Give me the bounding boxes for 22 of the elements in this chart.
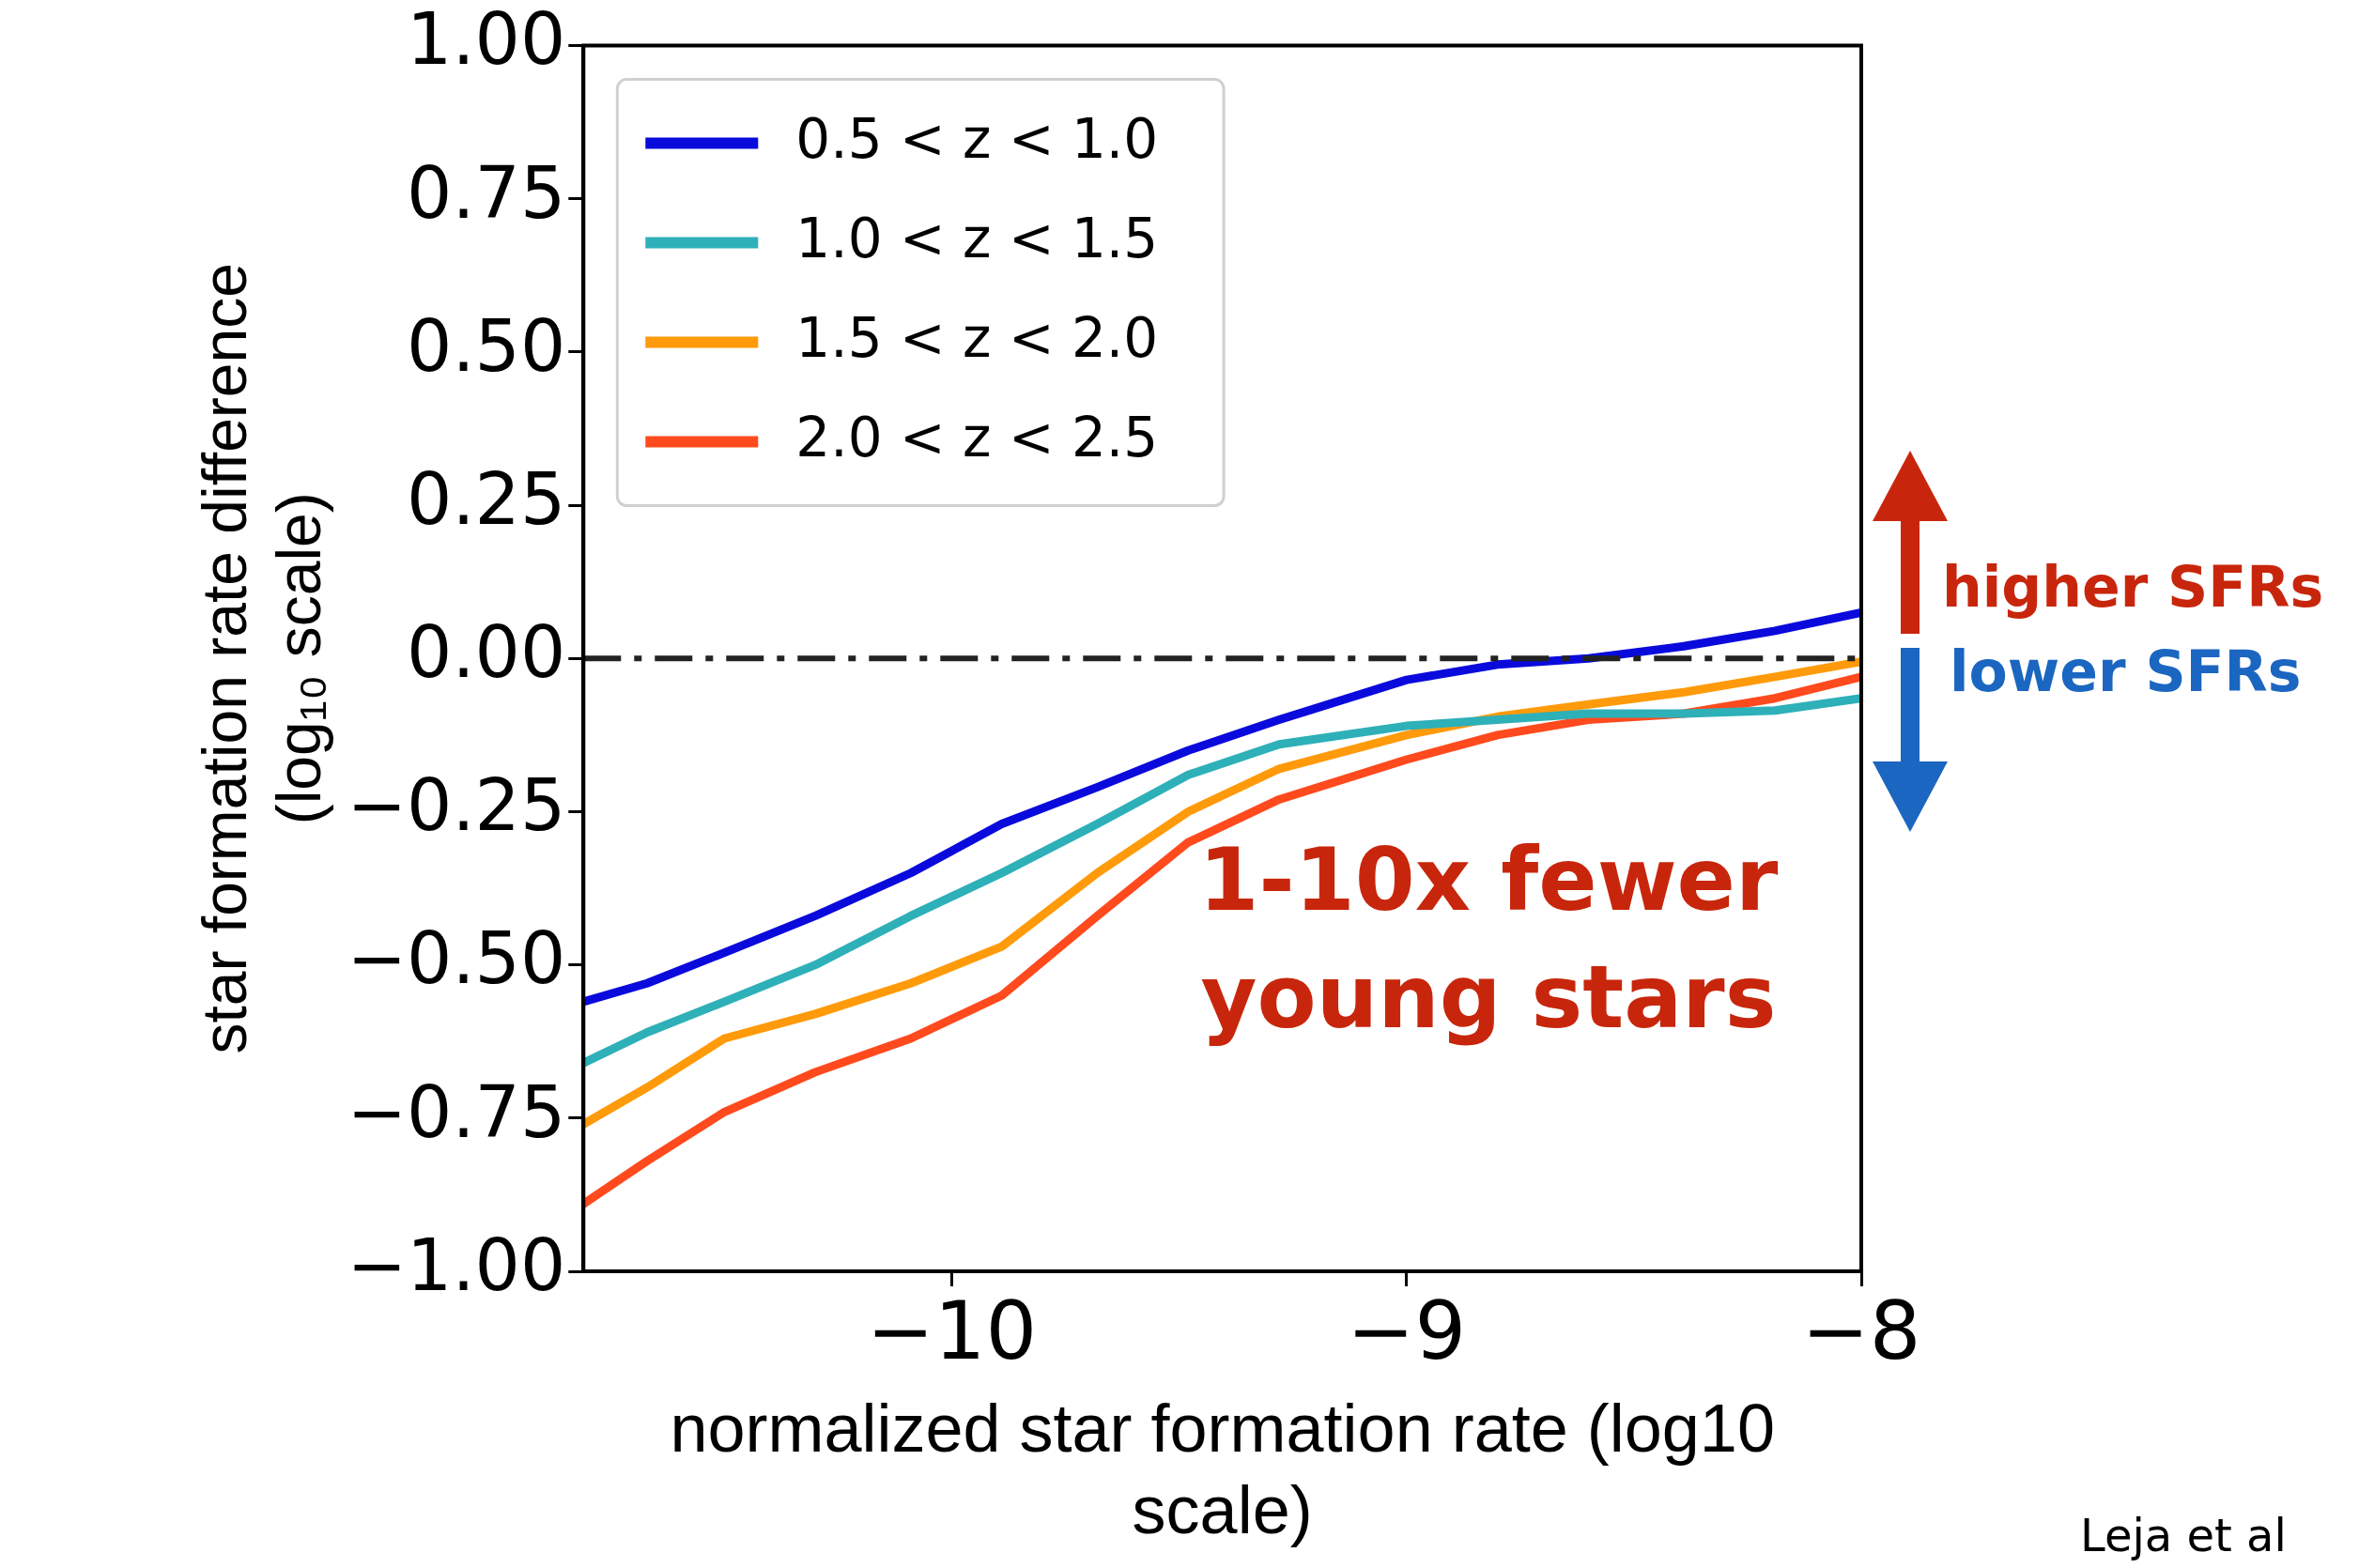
text: higher SFRs [1942, 553, 2324, 620]
y-tick-label: −0.50 [347, 916, 566, 1001]
y-tick-label: 0.00 [407, 610, 566, 695]
y-tick-label: 1.00 [407, 0, 566, 82]
text: Leja et al [2080, 1509, 2287, 1562]
x-tick-label: −8 [1801, 1283, 1921, 1377]
text: lower SFRs [1950, 638, 2302, 704]
y-tick-label: −0.75 [347, 1069, 566, 1154]
x-axis-title: normalized star formation rate (log10 scale) [670, 1391, 1775, 1547]
y-tick-label: 0.25 [407, 456, 566, 541]
legend-label: 0.5 < z < 1.0 [795, 106, 1159, 171]
annotation: 1-10x fewer young stars [1198, 829, 1780, 1048]
x-tick-label: −10 [866, 1283, 1038, 1377]
x-tick-label: −9 [1347, 1283, 1467, 1377]
y-axis-title: star formation rate difference (log₁₀ scale) [189, 263, 333, 1054]
legend-label: 1.5 < z < 2.0 [795, 305, 1159, 370]
y-tick-label: −0.25 [347, 763, 566, 848]
y-tick-label: −1.00 [347, 1222, 566, 1307]
y-tick-label: 0.75 [407, 150, 566, 235]
legend-label: 1.0 < z < 1.5 [795, 206, 1159, 270]
y-tick-label: 0.50 [407, 303, 566, 388]
legend-label: 2.0 < z < 2.5 [795, 405, 1159, 469]
